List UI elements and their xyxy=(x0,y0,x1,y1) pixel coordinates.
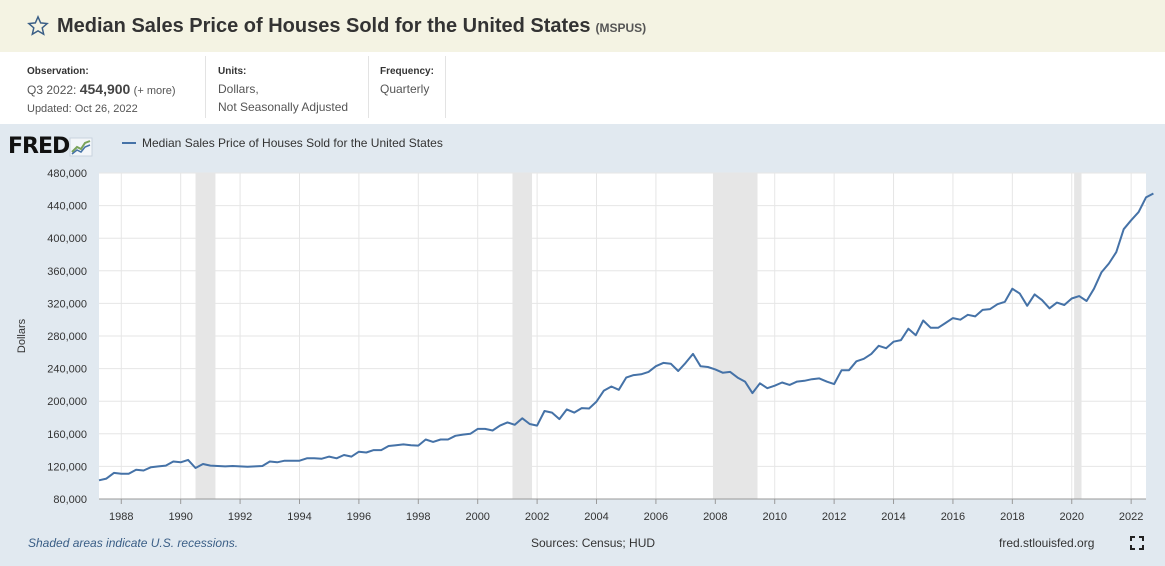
x-tick-label: 2012 xyxy=(822,511,846,523)
title-bar: Median Sales Price of Houses Sold for th… xyxy=(0,0,1165,52)
frequency-label: Frequency: xyxy=(380,66,434,77)
observation-block: Observation: Q3 2022: 454,900 (+ more) U… xyxy=(0,56,206,118)
fred-logo-text: FRED xyxy=(8,134,70,159)
observation-period: Q3 2022: xyxy=(27,83,77,97)
units-line1: Dollars, xyxy=(218,82,259,96)
line-chart[interactable]: 80,000 120,000 160,000 200,000 240,000 280,00… xyxy=(0,124,1165,566)
y-tick-label: 120,000 xyxy=(47,461,87,473)
x-tick-label: 2014 xyxy=(881,511,905,523)
fred-chart-icon xyxy=(69,137,93,156)
site-link[interactable]: fred.stlouisfed.org xyxy=(999,536,1095,550)
y-axis-label: Dollars xyxy=(16,318,28,353)
y-tick-label: 400,000 xyxy=(47,233,87,245)
series-line xyxy=(98,192,1154,482)
fullscreen-icon[interactable] xyxy=(1130,536,1144,550)
observation-line: Q3 2022: 454,900 (+ more) xyxy=(27,80,195,100)
series-code: (MSPUS) xyxy=(595,21,647,35)
x-tick-label: 2020 xyxy=(1060,511,1084,523)
x-tick-label: 2000 xyxy=(465,511,489,523)
x-tick-label: 2022 xyxy=(1119,511,1143,523)
legend-label: Median Sales Price of Houses Sold for th… xyxy=(142,136,443,150)
y-tick-label: 160,000 xyxy=(47,429,87,441)
units-block: Units: Dollars, Not Seasonally Adjusted xyxy=(206,56,369,118)
x-tick-label: 1996 xyxy=(347,511,371,523)
series-meta: Observation: Q3 2022: 454,900 (+ more) U… xyxy=(0,52,1165,124)
y-tick-label: 360,000 xyxy=(47,266,87,278)
y-tick-label: 480,000 xyxy=(47,168,87,180)
x-tick-label: 2010 xyxy=(762,511,786,523)
legend-swatch xyxy=(122,142,136,144)
x-tick-label: 1990 xyxy=(168,511,192,523)
observation-label: Observation: xyxy=(27,66,89,77)
x-tick-label: 1988 xyxy=(109,511,133,523)
recession-note: Shaded areas indicate U.S. recessions. xyxy=(28,536,239,550)
chart-area: 80,000 120,000 160,000 200,000 240,000 280,00… xyxy=(0,124,1165,566)
observation-value: 454,900 xyxy=(79,81,131,97)
observation-more-link[interactable]: (+ more) xyxy=(133,85,176,97)
star-icon[interactable] xyxy=(27,15,49,37)
y-tick-label: 440,000 xyxy=(47,201,87,213)
frequency-value: Quarterly xyxy=(380,82,430,96)
x-tick-label: 2006 xyxy=(644,511,668,523)
y-tick-label: 80,000 xyxy=(53,494,87,506)
fred-logo[interactable]: FRED xyxy=(8,134,93,159)
sources-text: Sources: Census; HUD xyxy=(531,536,656,550)
y-tick-label: 320,000 xyxy=(47,298,87,310)
x-tick-label: 1998 xyxy=(406,511,430,523)
y-tick-label: 280,000 xyxy=(47,331,87,343)
updated-date: Updated: Oct 26, 2022 xyxy=(27,103,138,115)
y-tick-label: 200,000 xyxy=(47,396,87,408)
x-tick-label: 2004 xyxy=(584,511,608,523)
units-label: Units: xyxy=(218,66,247,77)
x-tick-label: 2018 xyxy=(1000,511,1024,523)
x-tick-label: 1994 xyxy=(287,511,311,523)
x-tick-label: 2016 xyxy=(941,511,965,523)
x-tick-label: 2002 xyxy=(525,511,549,523)
chart-legend: Median Sales Price of Houses Sold for th… xyxy=(122,136,443,150)
y-tick-label: 240,000 xyxy=(47,364,87,376)
x-tick-label: 2008 xyxy=(703,511,727,523)
x-tick-label: 1992 xyxy=(228,511,252,523)
page-title: Median Sales Price of Houses Sold for th… xyxy=(57,14,591,37)
frequency-block: Frequency: Quarterly xyxy=(369,56,446,118)
units-line2: Not Seasonally Adjusted xyxy=(218,100,349,114)
